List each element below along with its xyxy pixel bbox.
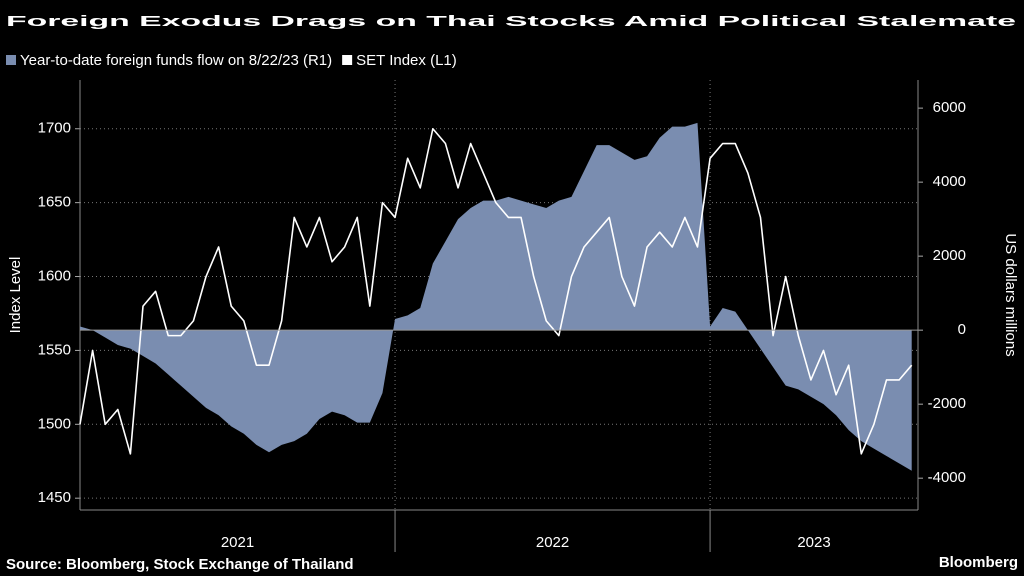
- legend-swatch: [342, 55, 353, 65]
- line: [79, 127, 913, 455]
- y2-tick-label: 4000: [933, 173, 966, 190]
- y-axis-label: Index Level: [7, 257, 24, 334]
- y2-tick-label: 6000: [933, 99, 966, 116]
- y2-tick-label: 2000: [933, 247, 966, 264]
- legend-label: SET Index (L1): [356, 52, 457, 69]
- y2-tick-label: -2000: [928, 395, 966, 412]
- y-tick-label: 1600: [38, 267, 71, 284]
- x-tick-label: 2022: [536, 534, 569, 551]
- y2-tick-label: 0: [958, 321, 966, 338]
- x-tick-label: 2023: [797, 534, 830, 551]
- y2-tick-label: -4000: [928, 469, 966, 486]
- brand: Bloomberg: [939, 554, 1018, 571]
- area: [80, 122, 912, 471]
- y-tick-label: 1650: [38, 194, 71, 211]
- y-tick-label: 1500: [38, 415, 71, 432]
- y2-axis-label: US dollars millions: [1002, 233, 1019, 356]
- legend-label: Year-to-date foreign funds flow on 8/22/…: [20, 52, 332, 69]
- y-tick-label: 1450: [38, 489, 71, 506]
- y-tick-label: 1700: [38, 120, 71, 137]
- legend-swatch: [6, 55, 16, 65]
- source: Source: Bloomberg, Stock Exchange of Tha…: [6, 556, 354, 573]
- x-tick-label: 2021: [221, 534, 254, 551]
- y-tick-label: 1550: [38, 341, 71, 358]
- chart-title: Foreign Exodus Drags on Thai Stocks Amid…: [6, 13, 1016, 30]
